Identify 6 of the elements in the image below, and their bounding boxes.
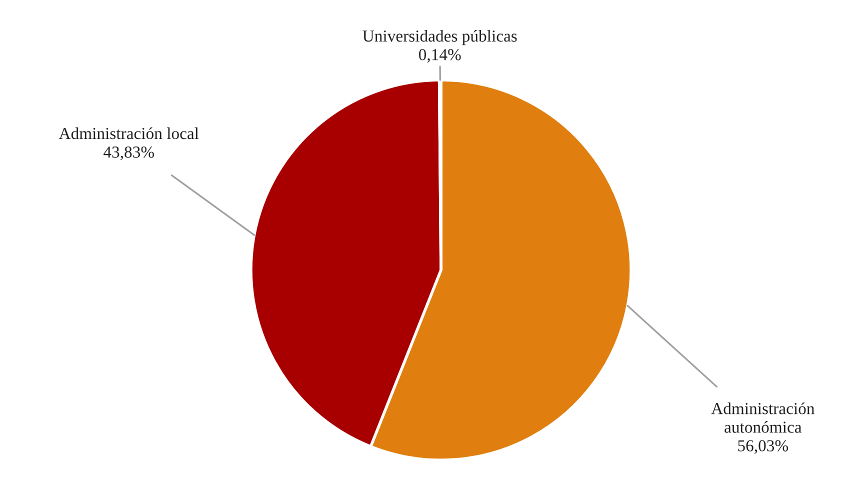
slice-label: Administración autonómica	[711, 402, 814, 433]
data-label: 0,14%	[418, 49, 461, 63]
data-label: 43,83%	[104, 146, 154, 160]
slice-label: Administración local	[58, 127, 199, 140]
slice-label: Universidades públicas	[362, 30, 517, 46]
data-label: 56,03%	[738, 440, 788, 454]
